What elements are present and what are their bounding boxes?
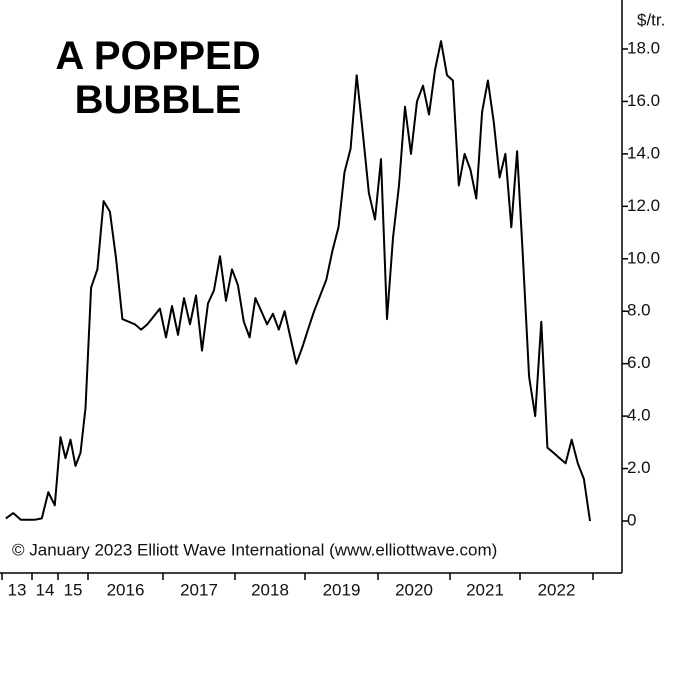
y-tick-label: 18.0 (627, 38, 660, 57)
y-tick-label: 10.0 (627, 248, 660, 267)
y-tick-label: 2.0 (627, 458, 651, 477)
y-axis-label: $/tr. (637, 10, 665, 29)
x-tick-label: 13 (8, 580, 27, 599)
y-tick-label: 14.0 (627, 143, 660, 162)
y-tick-label: 4.0 (627, 406, 651, 425)
x-tick-label: 14 (36, 580, 55, 599)
x-tick-label: 2016 (107, 580, 145, 599)
x-tick-label: 15 (64, 580, 83, 599)
x-tick-label: 2017 (180, 580, 218, 599)
y-tick-label: 0 (627, 510, 636, 529)
y-tick-label: 16.0 (627, 91, 660, 110)
x-tick-label: 2020 (395, 580, 433, 599)
chart-title: A POPPED BUBBLE (55, 34, 261, 122)
y-tick-label: 6.0 (627, 353, 651, 372)
x-tick-label: 2021 (466, 580, 504, 599)
annotation: © January 2023 Elliott Wave Internationa… (12, 540, 497, 559)
y-tick-label: 8.0 (627, 301, 651, 320)
line (5, 40, 591, 522)
y-tick-label: 12.0 (627, 196, 660, 215)
x-tick-label: 2019 (323, 580, 361, 599)
x-tick-label: 2018 (251, 580, 289, 599)
x-tick-label: 2022 (538, 580, 576, 599)
